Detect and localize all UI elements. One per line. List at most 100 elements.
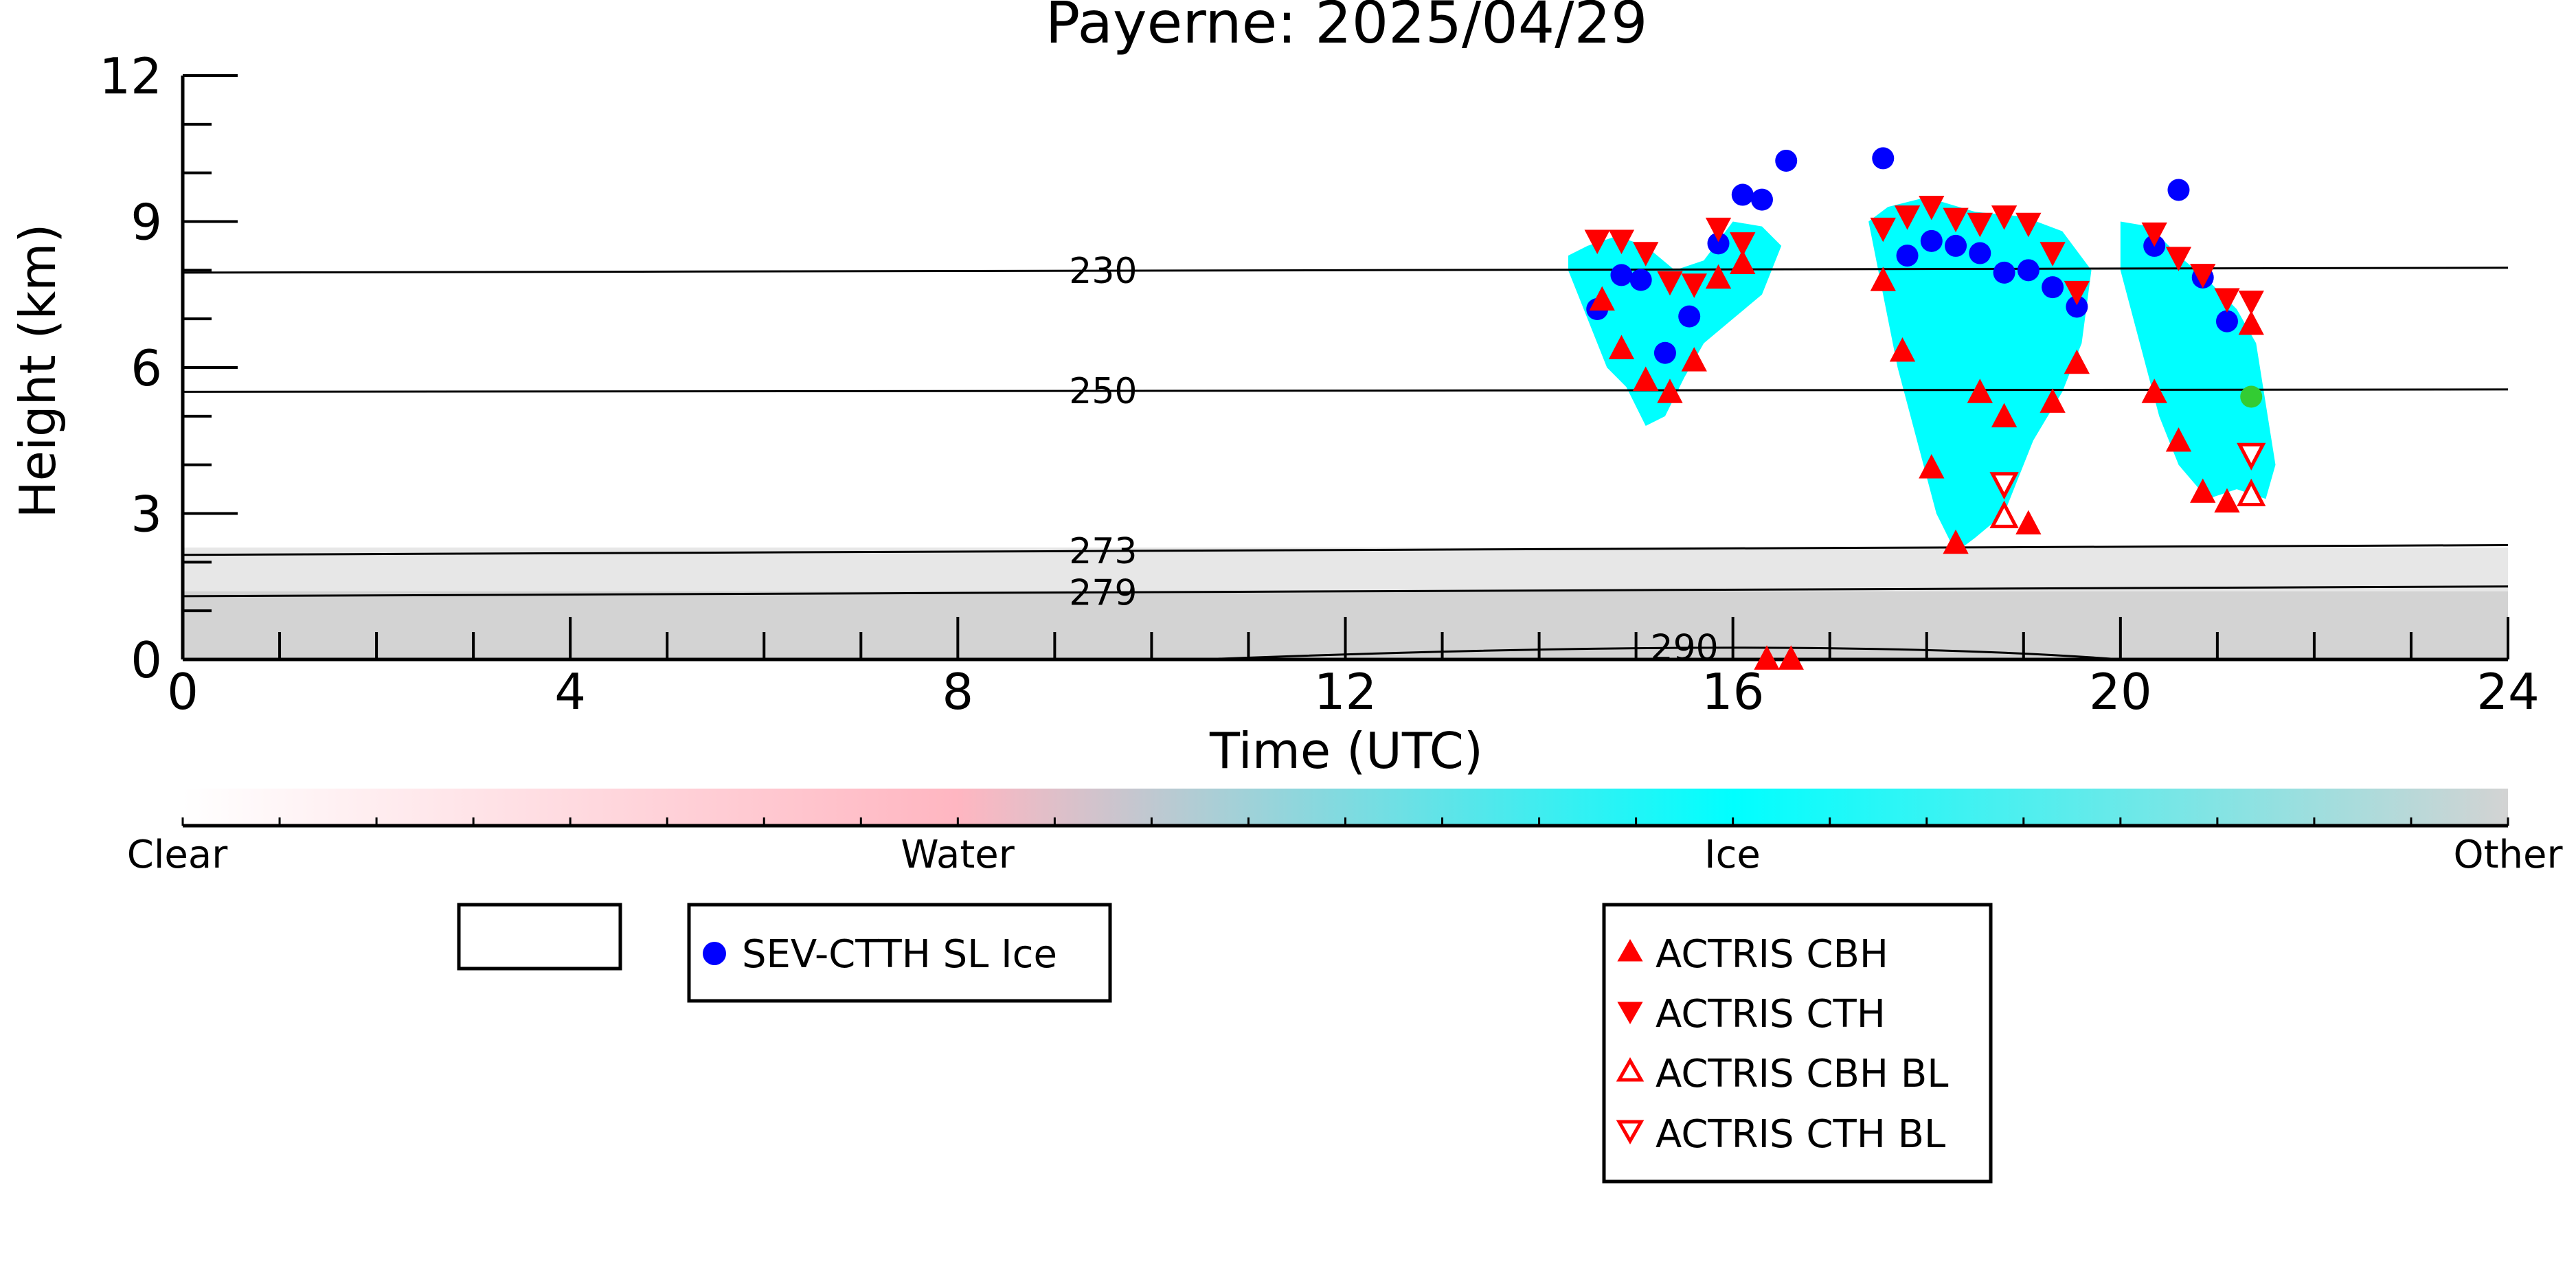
y-tick-label: 12 — [99, 47, 162, 105]
isotherm-label-279: 279 — [1069, 572, 1137, 613]
y-tick-label: 9 — [131, 194, 162, 251]
marker-triangle-down — [1870, 217, 1896, 242]
x-tick-label: 20 — [2089, 663, 2152, 721]
x-tick-label: 4 — [554, 663, 586, 721]
colorbar: Clear Water Ice Other — [127, 789, 2563, 877]
x-axis-label: Time (UTC) — [1209, 722, 1483, 780]
isotherm-label-250: 250 — [1069, 371, 1137, 412]
isotherm-line-273 — [182, 544, 2509, 556]
x-tick-label: 0 — [167, 663, 199, 721]
marker-triangle-up — [1991, 403, 2018, 428]
marker-circle — [1610, 264, 1633, 286]
y-axis-label: Height (km) — [9, 224, 67, 519]
legend-triangle-down-open-marker — [1616, 1120, 1645, 1145]
marker-triangle-down — [1967, 212, 1993, 238]
marker-triangle-up — [1705, 264, 1732, 289]
isotherm-line-279 — [182, 585, 2509, 598]
x-tick-label: 24 — [2476, 663, 2540, 721]
marker-triangle-down — [2190, 264, 2216, 289]
marker-triangle-up — [1967, 379, 1993, 403]
marker-triangle-down — [2141, 222, 2167, 247]
legend-triangle-up-filled-marker — [1617, 938, 1643, 962]
marker-circle — [1872, 147, 1895, 170]
chart-title: Payerne: 2025/04/29 — [1046, 0, 1648, 56]
data-markers — [1584, 147, 2266, 670]
marker-triangle-up — [1889, 337, 1916, 362]
marker-circle — [1945, 234, 1967, 257]
colorbar-ticks — [181, 817, 2509, 826]
marker-triangle-down — [2214, 288, 2240, 313]
legend-empty-box — [457, 903, 622, 971]
y-tick-label: 0 — [131, 631, 162, 689]
marker-triangle-down — [1608, 229, 1635, 254]
ice-cloud-2 — [2120, 221, 2276, 499]
marker-triangle-up — [1608, 335, 1635, 359]
marker-triangle-up — [1919, 454, 1945, 479]
isotherm-label-273: 273 — [1069, 531, 1137, 572]
isotherm-label-230: 230 — [1069, 251, 1137, 292]
marker-triangle-down — [1584, 229, 1610, 254]
marker-triangle-up — [1657, 379, 1683, 403]
marker-triangle-up — [2214, 488, 2240, 513]
marker-triangle-up — [1778, 645, 1804, 670]
marker-triangle-up — [2237, 478, 2266, 506]
marker-triangle-down — [1989, 472, 2019, 500]
marker-circle — [1707, 232, 1730, 255]
legend-actris-cth-bl-label: ACTRIS CTH BL — [1656, 1112, 1945, 1157]
marker-circle — [1678, 305, 1701, 328]
marker-triangle-up — [1943, 529, 1969, 554]
legend-actris: ACTRIS CBH ACTRIS CTH ACTRIS CBH BL ACTR… — [1602, 903, 1993, 1184]
marker-triangle-up — [2141, 379, 2167, 403]
marker-triangle-down — [1894, 205, 1921, 230]
isotherm-line-230 — [182, 267, 2509, 274]
isotherm-label-290: 290 — [1651, 627, 1719, 668]
marker-triangle-down — [1730, 232, 1756, 257]
ice-cloud-1 — [1868, 197, 2092, 553]
marker-circle — [2042, 276, 2064, 299]
x-tick-label: 12 — [1314, 663, 1377, 721]
marker-triangle-down — [1705, 217, 1732, 242]
legend-actris-cbh-label: ACTRIS CBH — [1656, 932, 1888, 977]
colorbar-label-clear: Clear — [127, 833, 228, 877]
legend-actris-cth-label: ACTRIS CTH — [1656, 992, 1886, 1037]
marker-triangle-up — [2165, 427, 2192, 452]
marker-circle — [1775, 149, 1798, 172]
marker-triangle-up — [2238, 310, 2264, 335]
legend-triangle-down-filled-marker — [1617, 1002, 1643, 1025]
marker-circle — [1920, 229, 1943, 252]
colorbar-label-other: Other — [2453, 833, 2563, 877]
marker-circle — [1731, 183, 1754, 206]
marker-circle — [2215, 310, 2238, 332]
legend-actris-cbh-bl-label: ACTRIS CBH BL — [1656, 1052, 1948, 1096]
marker-triangle-up — [2015, 510, 2042, 534]
marker-circle — [2167, 179, 2190, 201]
marker-triangle-up — [1870, 267, 1896, 291]
legend-sev: SEV-CTTH SL Ice — [687, 903, 1112, 1003]
marker-triangle-up — [1989, 500, 2019, 528]
x-tick-label: 8 — [942, 663, 973, 721]
marker-circle — [1653, 341, 1676, 364]
marker-triangle-up — [1730, 249, 1756, 275]
marker-triangle-down — [2238, 291, 2264, 315]
marker-triangle-down — [1681, 273, 1707, 298]
marker-triangle-up — [1681, 347, 1707, 372]
marker-triangle-down — [1919, 195, 1945, 221]
marker-triangle-down — [1657, 271, 1683, 296]
marker-triangle-up — [1589, 286, 1615, 311]
marker-triangle-down — [2165, 247, 2192, 271]
marker-circle — [1750, 188, 1773, 211]
x-tick-label: 16 — [1702, 663, 1765, 721]
marker-triangle-up — [2064, 349, 2090, 374]
marker-circle — [2066, 295, 2088, 318]
y-tick-label: 3 — [131, 486, 162, 543]
marker-triangle-down — [2040, 242, 2066, 267]
marker-circle — [2017, 259, 2040, 282]
marker-triangle-up — [2190, 478, 2216, 503]
legend-circle-marker — [703, 942, 726, 965]
marker-circle — [1896, 245, 1919, 267]
cloud-regions — [183, 197, 2508, 659]
colorbar-label-water: Water — [901, 833, 1015, 877]
axes: 0 3 6 9 12 0 4 8 12 16 20 24 — [99, 47, 2539, 721]
